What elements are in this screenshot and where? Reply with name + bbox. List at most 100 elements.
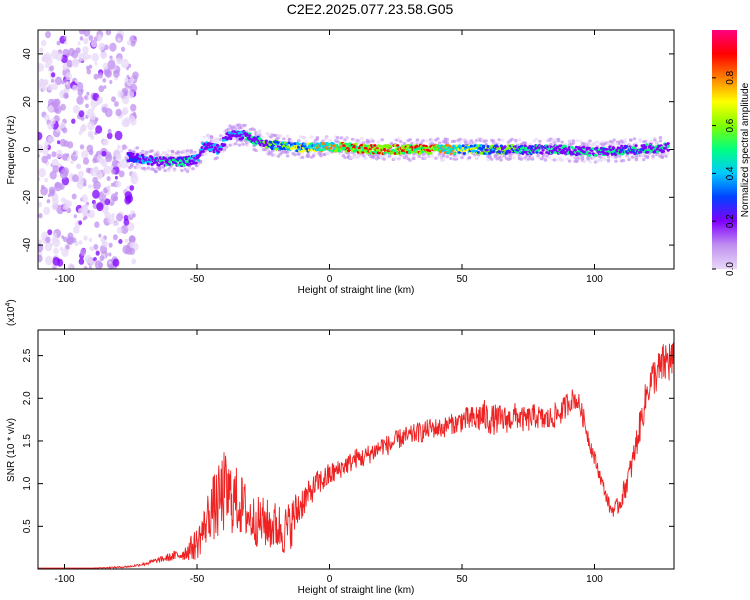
noise-cell bbox=[106, 132, 113, 140]
colorbar-tick-label: 0.0 bbox=[725, 262, 736, 276]
track-halo-cell bbox=[658, 139, 663, 143]
track-halo-cell bbox=[430, 154, 435, 158]
track-cell bbox=[477, 151, 481, 154]
track-halo-cell bbox=[456, 153, 461, 157]
track-cell bbox=[374, 151, 378, 155]
noise-cell bbox=[88, 64, 93, 69]
track-cell bbox=[200, 146, 204, 149]
noise-cell bbox=[118, 170, 125, 178]
track-halo-cell bbox=[417, 154, 422, 159]
noise-cell bbox=[127, 90, 135, 99]
noise-cell bbox=[90, 98, 98, 108]
track-halo-cell bbox=[603, 157, 607, 161]
track-halo-cell bbox=[185, 151, 190, 155]
spectrogram-cells bbox=[38, 30, 670, 269]
track-halo-cell bbox=[510, 137, 514, 141]
y-tick-label: -40 bbox=[22, 237, 33, 252]
track-cell bbox=[237, 131, 241, 135]
track-halo-cell bbox=[501, 138, 505, 142]
noise-cell bbox=[65, 72, 73, 81]
noise-cell bbox=[125, 117, 129, 122]
track-halo-cell bbox=[649, 139, 653, 144]
noise-cell bbox=[75, 79, 79, 84]
track-cell bbox=[170, 162, 174, 166]
snr-y-axis-label: SNR (10 * v/v) bbox=[6, 418, 17, 482]
track-cell bbox=[282, 144, 286, 148]
noise-cell bbox=[79, 144, 85, 150]
noise-cell bbox=[50, 72, 56, 78]
track-halo-cell bbox=[627, 155, 631, 159]
spectrogram-x-axis-label: Height of straight line (km) bbox=[298, 285, 415, 296]
track-cell bbox=[564, 147, 568, 151]
noise-cell bbox=[98, 233, 102, 238]
noise-cell bbox=[99, 255, 105, 262]
track-cell bbox=[192, 161, 196, 165]
track-halo-cell bbox=[154, 170, 158, 174]
snr-x-axis-label: Height of straight line (km) bbox=[298, 585, 415, 596]
track-cell bbox=[201, 150, 205, 153]
track-halo-cell bbox=[630, 155, 635, 159]
noise-cell bbox=[47, 193, 51, 198]
track-cell bbox=[386, 146, 390, 150]
noise-cell bbox=[98, 157, 105, 165]
track-halo-cell bbox=[159, 153, 164, 157]
track-cell bbox=[148, 160, 152, 164]
noise-cell bbox=[124, 77, 129, 82]
x-tick-label: -50 bbox=[190, 274, 205, 285]
track-halo-cell bbox=[580, 154, 585, 158]
track-cell bbox=[373, 144, 377, 147]
spectrogram-panel: -100 -50 0 50 100 -40 -20 0 20 40 Height of stra… bbox=[6, 29, 675, 296]
track-halo-cell bbox=[167, 169, 171, 173]
noise-cell bbox=[120, 224, 129, 234]
noise-cell bbox=[87, 212, 92, 217]
track-cell bbox=[461, 144, 465, 148]
track-halo-cell bbox=[463, 140, 468, 145]
noise-cell bbox=[44, 114, 50, 122]
noise-cell bbox=[129, 185, 135, 191]
noise-cell bbox=[81, 194, 88, 203]
track-cell bbox=[270, 147, 274, 151]
track-cell bbox=[633, 146, 637, 150]
noise-cell bbox=[119, 158, 128, 169]
track-halo-cell bbox=[497, 138, 501, 142]
track-cell bbox=[140, 153, 144, 157]
noise-cell bbox=[112, 222, 116, 227]
track-halo-cell bbox=[419, 141, 424, 145]
track-cell bbox=[338, 145, 342, 149]
noise-cell bbox=[103, 138, 109, 146]
x-tick-label: 100 bbox=[586, 574, 603, 585]
track-cell bbox=[150, 156, 154, 159]
colorbar-label: Normalized spectral amplitude bbox=[740, 82, 750, 217]
track-halo-cell bbox=[215, 156, 219, 160]
track-cell bbox=[393, 144, 397, 148]
noise-cell bbox=[83, 37, 89, 45]
noise-cell bbox=[109, 80, 113, 84]
track-halo-cell bbox=[445, 155, 450, 159]
track-halo-cell bbox=[578, 139, 583, 143]
track-halo-cell bbox=[226, 127, 231, 131]
track-halo-cell bbox=[508, 154, 512, 158]
track-halo-cell bbox=[530, 157, 535, 161]
noise-cell bbox=[47, 122, 54, 130]
track-cell bbox=[142, 161, 146, 165]
noise-cell bbox=[101, 150, 107, 157]
track-cell bbox=[351, 147, 356, 151]
noise-cell bbox=[80, 125, 86, 133]
noise-cell bbox=[91, 40, 98, 48]
track-halo-cell bbox=[200, 153, 205, 157]
noise-cell bbox=[52, 83, 58, 91]
noise-cell bbox=[45, 30, 51, 39]
noise-cell bbox=[43, 79, 49, 86]
track-cell bbox=[481, 144, 486, 148]
track-halo-cell bbox=[514, 138, 518, 142]
track-halo-cell bbox=[163, 169, 167, 173]
noise-cell bbox=[102, 62, 109, 70]
noise-cell bbox=[114, 175, 118, 180]
track-halo-cell bbox=[567, 139, 572, 143]
snr-plot-area bbox=[38, 330, 674, 569]
noise-cell bbox=[108, 252, 112, 257]
noise-cell bbox=[92, 189, 100, 199]
noise-cell bbox=[62, 236, 68, 243]
track-cell bbox=[329, 147, 333, 150]
